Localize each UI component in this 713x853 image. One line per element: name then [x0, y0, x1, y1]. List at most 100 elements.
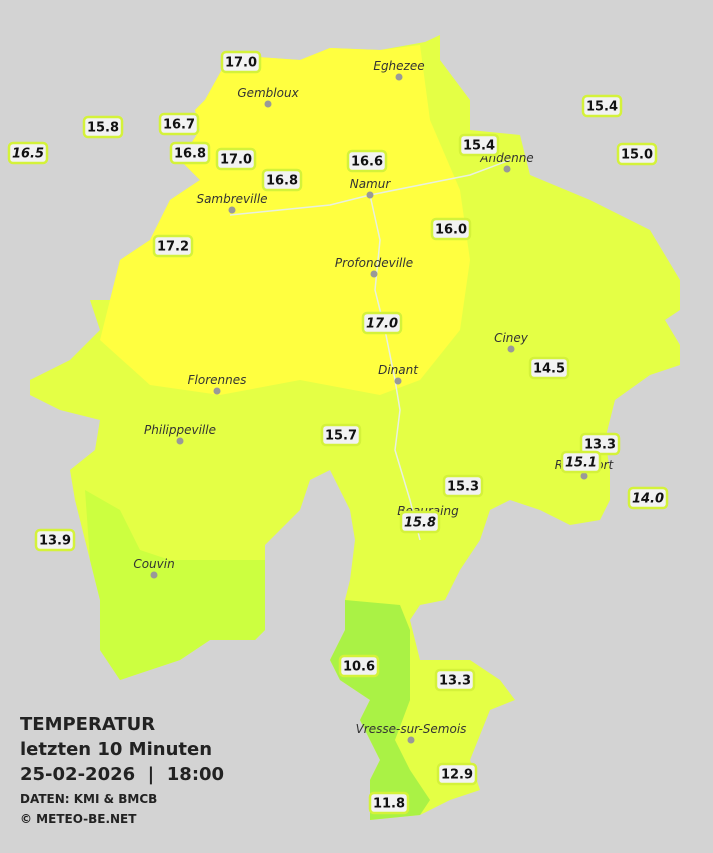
station: 15.1 [560, 450, 602, 474]
station: 11.8 [368, 791, 410, 815]
station-value: 16.7 [163, 118, 195, 133]
station: 13.9 [34, 528, 76, 552]
station-value: 14.0 [632, 492, 664, 507]
station-value: 15.4 [586, 100, 618, 115]
station: 17.0 [220, 50, 262, 74]
station: 14.5 [528, 356, 570, 380]
warm-zone [100, 45, 470, 395]
station-box [430, 217, 472, 241]
station: 16.8 [169, 141, 211, 165]
city-label: Philippeville [144, 423, 216, 437]
station: 17.2 [152, 234, 194, 258]
station-box [7, 141, 49, 165]
station: 15.8 [399, 510, 441, 534]
legend-title: TEMPERATUR [20, 714, 155, 735]
city-dot [394, 377, 402, 385]
station: 16.7 [158, 112, 200, 136]
station-value: 15.7 [325, 429, 357, 444]
station-box [152, 234, 194, 258]
station-value: 15.8 [404, 516, 436, 531]
station-value: 16.0 [435, 223, 467, 238]
city-dot [580, 472, 588, 480]
station-box [346, 149, 388, 173]
city-label: Dinant [378, 363, 419, 377]
station-box [215, 147, 257, 171]
station-value: 17.0 [366, 317, 398, 332]
station-value: 12.9 [441, 768, 473, 783]
station: 13.3 [434, 668, 476, 692]
station-value: 15.8 [87, 121, 119, 136]
legend-copyright: © METEO-BE.NET [20, 812, 137, 826]
station: 10.6 [338, 654, 380, 678]
station-value: 17.0 [225, 56, 257, 71]
station-value: 15.0 [621, 148, 653, 163]
station-box [361, 311, 403, 335]
station-value: 13.3 [584, 438, 616, 453]
station: 17.0 [215, 147, 257, 171]
station-value: 16.5 [12, 147, 44, 162]
station-box [158, 112, 200, 136]
city-dot [370, 270, 378, 278]
city-label: Profondeville [335, 256, 413, 270]
station: 16.8 [261, 168, 303, 192]
cool-zone [85, 490, 265, 680]
station-box [34, 528, 76, 552]
city-label: Sambreville [196, 192, 267, 206]
station-box [442, 474, 484, 498]
station-box [436, 762, 478, 786]
city-dot [503, 165, 511, 173]
station-value: 15.4 [463, 139, 495, 154]
legend-datetime: 25-02-2026 | 18:00 [20, 764, 224, 785]
station-value: 14.5 [533, 362, 565, 377]
station: 16.5 [7, 141, 49, 165]
station-box [169, 141, 211, 165]
station-value: 16.8 [266, 174, 298, 189]
city-dot [395, 73, 403, 81]
station-value: 11.8 [373, 797, 405, 812]
station: 15.4 [458, 133, 500, 157]
station: 13.3 [579, 432, 621, 456]
station-box [434, 668, 476, 692]
city-dot [264, 100, 272, 108]
city-dot [366, 191, 374, 199]
city-dot [228, 206, 236, 214]
city-label: Ciney [494, 331, 529, 345]
station-value: 17.0 [220, 153, 252, 168]
legend: TEMPERATUR letzten 10 Minuten 25-02-2026… [20, 714, 224, 826]
station-value: 15.3 [447, 480, 479, 495]
station: 17.0 [361, 311, 403, 335]
station-value: 15.1 [565, 456, 597, 471]
station: 15.3 [442, 474, 484, 498]
city-label: Namur [350, 177, 392, 191]
station: 15.8 [82, 115, 124, 139]
city-label: Couvin [133, 557, 174, 571]
city-label: Vresse-sur-Semois [356, 722, 467, 736]
city-dot [407, 736, 415, 744]
city-dot [150, 571, 158, 579]
station-value: 10.6 [343, 660, 375, 675]
station: 16.6 [346, 149, 388, 173]
station-box [220, 50, 262, 74]
station-box [616, 142, 658, 166]
city-label: Eghezee [373, 59, 424, 73]
city-label: Florennes [188, 373, 247, 387]
station-value: 16.6 [351, 155, 383, 170]
station: 14.0 [627, 486, 669, 510]
station-box [338, 654, 380, 678]
city-dot [176, 437, 184, 445]
station-box [82, 115, 124, 139]
station: 16.0 [430, 217, 472, 241]
station-value: 13.3 [439, 674, 471, 689]
city-dot [213, 387, 221, 395]
legend-source: DATEN: KMI & BMCB [20, 792, 157, 806]
station-box [368, 791, 410, 815]
station-value: 17.2 [157, 240, 189, 255]
station-box [581, 94, 623, 118]
station: 15.7 [320, 423, 362, 447]
station-box [261, 168, 303, 192]
station-value: 16.8 [174, 147, 206, 162]
station-box [320, 423, 362, 447]
city-label: Gembloux [237, 86, 299, 100]
station-box [528, 356, 570, 380]
legend-period: letzten 10 Minuten [20, 739, 212, 760]
